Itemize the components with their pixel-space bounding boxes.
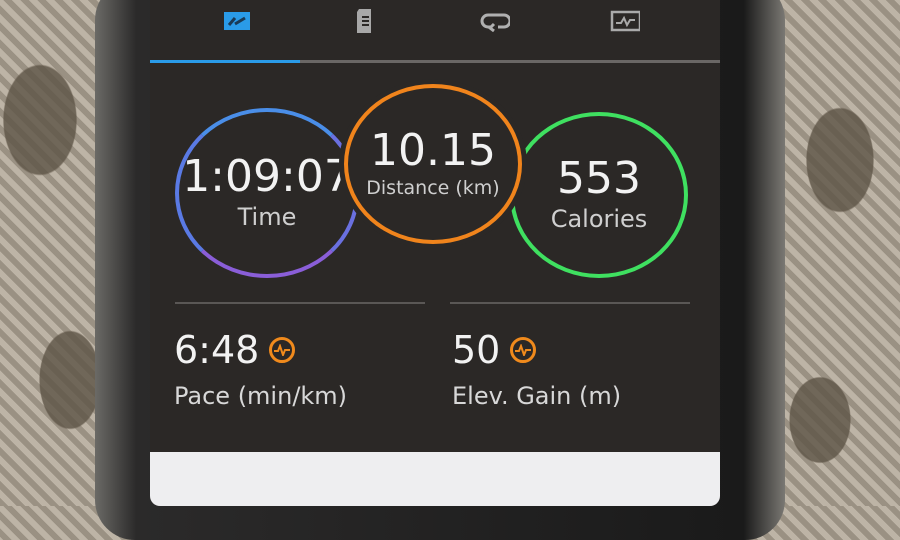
distance-ring[interactable]: 10.15 Distance (km) [344,84,522,244]
details-icon [357,9,371,33]
calories-label: Calories [550,205,648,233]
summary-icon [224,12,250,30]
tab-indicator-active [150,60,300,63]
performance-icon [510,337,537,363]
time-ring[interactable]: 1:09:07 Time [175,108,359,278]
time-value: 1:09:07 [182,151,352,202]
tab-charts[interactable] [610,8,640,34]
phone-screen: 1:09:07 Time 553 Calories 10.15 Distance… [150,0,720,506]
calories-value: 553 [557,153,641,204]
tab-indicator-track [150,60,720,63]
performance-icon [269,337,296,363]
pace-label: Pace (min/km) [174,382,348,410]
tab-laps[interactable] [480,8,510,34]
map-preview[interactable] [150,452,720,506]
distance-value: 10.15 [370,125,496,176]
calories-ring[interactable]: 553 Calories [510,112,688,278]
tab-summary[interactable] [222,8,252,34]
divider-right [450,302,690,304]
charts-icon [610,10,640,32]
tab-details[interactable] [350,8,380,34]
pace-value: 6:48 [174,328,260,372]
divider-left [175,302,425,304]
pace-metric[interactable]: 6:48 Pace (min/km) [174,328,347,410]
elevation-label: Elev. Gain (m) [452,382,622,410]
distance-label: Distance (km) [366,177,500,199]
elevation-metric[interactable]: 50 Elev. Gain (m) [452,328,621,410]
time-label: Time [237,203,297,231]
laps-icon [480,13,510,32]
elevation-value: 50 [452,328,501,372]
